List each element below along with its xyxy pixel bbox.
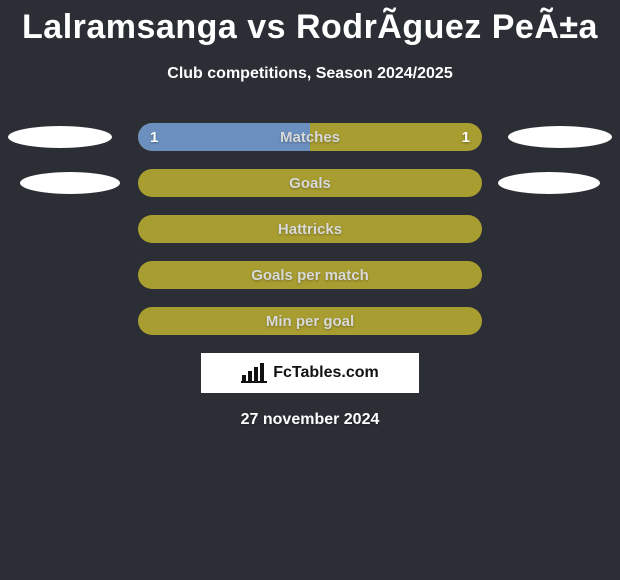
left-bubble-matches (8, 126, 112, 148)
stat-label-goals: Goals (289, 175, 331, 192)
comparison-card: Lalramsanga vs RodrÃ­guez PeÃ±a Club com… (0, 0, 620, 580)
page-title: Lalramsanga vs RodrÃ­guez PeÃ±a (22, 8, 598, 47)
stat-row-gpm: Goals per match (0, 261, 620, 289)
stat-bar-mpg: Min per goal (138, 307, 482, 335)
stat-label-hattricks: Hattricks (278, 221, 342, 238)
stat-row-goals: Goals (0, 169, 620, 197)
bar-chart-icon (241, 363, 267, 383)
page-subtitle: Club competitions, Season 2024/2025 (167, 65, 452, 83)
stat-bar-gpm: Goals per match (138, 261, 482, 289)
brand-text: FcTables.com (273, 364, 379, 382)
stat-rows: Matches 1 1 Goals Hattricks (0, 123, 620, 335)
stat-row-hattricks: Hattricks (0, 215, 620, 243)
stat-label-mpg: Min per goal (266, 313, 354, 330)
stat-bar-hattricks: Hattricks (138, 215, 482, 243)
stat-row-mpg: Min per goal (0, 307, 620, 335)
stat-value-right-matches: 1 (462, 129, 470, 146)
left-bubble-goals (20, 172, 120, 194)
right-bubble-goals (498, 172, 600, 194)
stat-label-matches: Matches (280, 129, 340, 146)
stat-bar-matches: Matches (138, 123, 482, 151)
brand-box: FcTables.com (201, 353, 419, 393)
stat-label-gpm: Goals per match (251, 267, 369, 284)
stat-row-matches: Matches 1 1 (0, 123, 620, 151)
right-bubble-matches (508, 126, 612, 148)
stat-value-left-matches: 1 (150, 129, 158, 146)
stat-bar-goals: Goals (138, 169, 482, 197)
date-line: 27 november 2024 (241, 411, 380, 429)
